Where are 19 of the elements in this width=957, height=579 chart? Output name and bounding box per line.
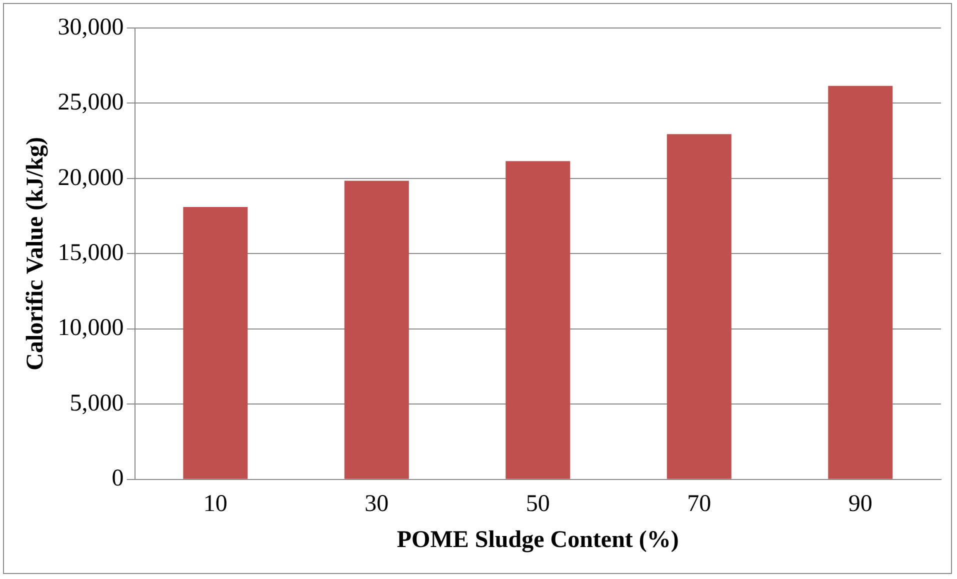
x-axis-title: POME Sludge Content (%) (396, 526, 679, 553)
bar (828, 86, 893, 479)
y-axis-title: Calorific Value (kJ/kg) (22, 137, 49, 370)
y-tick-label: 15,000 (58, 240, 124, 266)
x-tick-label: 30 (364, 491, 389, 518)
x-tick-label: 10 (203, 491, 228, 518)
y-tick-label: 10,000 (58, 315, 124, 342)
x-tick-label: 90 (848, 491, 872, 518)
y-tick-label: 0 (112, 466, 124, 492)
bar (183, 207, 248, 479)
y-tick-label: 25,000 (58, 90, 124, 116)
y-tick-label: 20,000 (58, 164, 124, 191)
bar (666, 134, 732, 479)
bar (344, 180, 409, 479)
y-tick-label: 5,000 (70, 390, 124, 416)
y-tick-label: 30,000 (58, 14, 124, 40)
bar (506, 161, 570, 479)
x-tick-label: 50 (526, 491, 550, 518)
x-tick-label: 70 (687, 491, 712, 518)
